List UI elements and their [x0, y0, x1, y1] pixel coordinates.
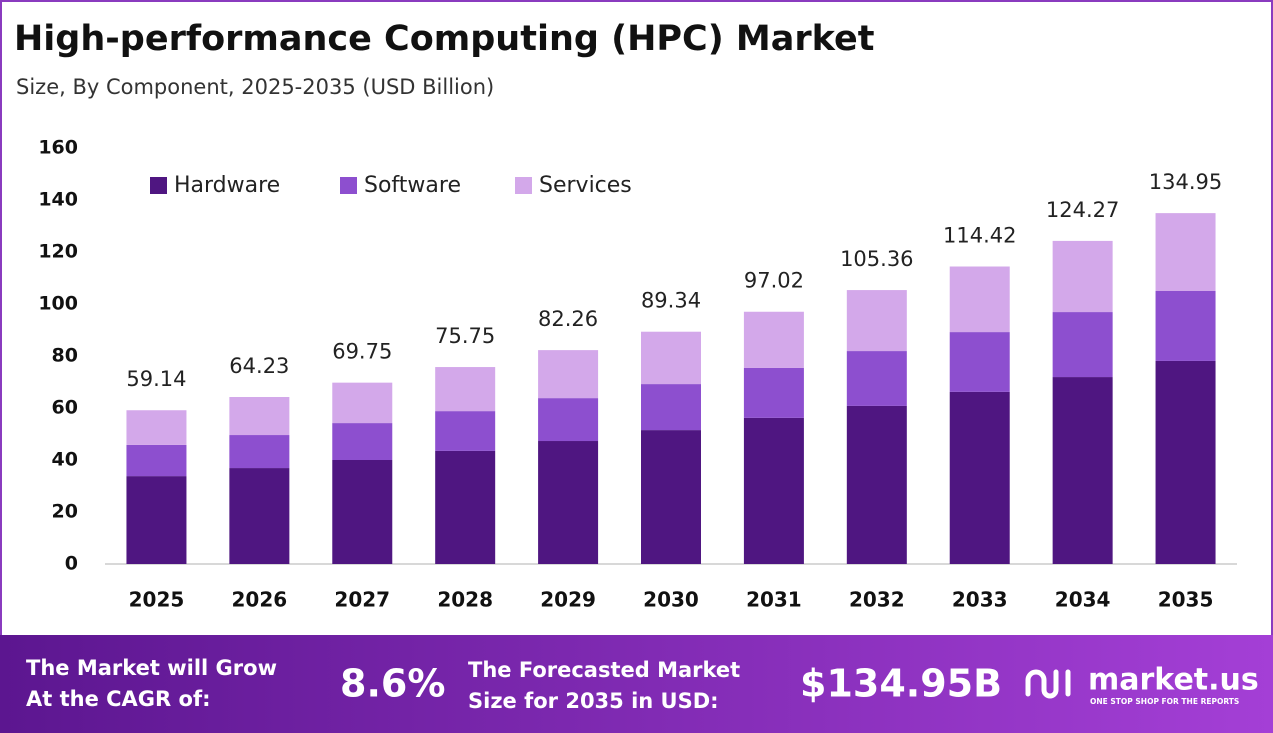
bar-segment [1155, 360, 1216, 564]
bar-segment [641, 331, 701, 385]
chart-subtitle: Size, By Component, 2025-2035 (USD Billi… [16, 75, 494, 99]
bar-segment [332, 423, 393, 460]
y-tick-label: 20 [52, 501, 78, 523]
bar-segment [1052, 240, 1113, 313]
total-label: 82.26 [538, 307, 598, 331]
bar-segment [1052, 312, 1113, 378]
x-tick-label: 2031 [746, 588, 802, 612]
bar-segment [1155, 213, 1216, 291]
bar-segment [743, 417, 804, 564]
bar-segment [949, 266, 1010, 333]
y-tick-label: 60 [52, 397, 78, 419]
bar-segment [229, 468, 290, 564]
x-tick-label: 2034 [1055, 588, 1111, 612]
x-tick-label: 2030 [643, 588, 699, 612]
x-tick-label: 2035 [1158, 588, 1214, 612]
total-label: 124.27 [1046, 198, 1119, 222]
total-label: 59.14 [126, 367, 186, 391]
bar-segment [846, 290, 907, 352]
forecast-label: The Forecasted Market [468, 658, 740, 682]
y-tick-label: 40 [52, 449, 78, 471]
y-tick-label: 120 [38, 241, 78, 263]
total-label: 75.75 [435, 324, 495, 348]
y-tick-label: 100 [38, 293, 78, 315]
bar-segment [949, 391, 1010, 564]
total-label: 97.02 [744, 269, 804, 293]
forecast-label: Size for 2035 in USD: [468, 689, 719, 713]
bar-segment [538, 350, 599, 399]
legend-label: Services [539, 173, 632, 198]
bar-segment [846, 351, 907, 406]
chart-title: High-performance Computing (HPC) Market [14, 19, 874, 59]
legend-label: Software [364, 173, 461, 198]
y-tick-label: 0 [65, 553, 78, 575]
bar-segment [1155, 291, 1216, 361]
bar-segment [332, 382, 393, 424]
tagline: ONE STOP SHOP FOR THE REPORTS [1090, 697, 1239, 706]
bar-segment [743, 311, 804, 368]
bar-segment [126, 444, 187, 477]
cagr-label: At the CAGR of: [26, 687, 211, 711]
footer-band [0, 635, 1273, 733]
y-tick-label: 160 [38, 137, 78, 159]
bar-segment [743, 367, 804, 418]
legend-swatch [150, 177, 167, 194]
total-label: 105.36 [840, 247, 913, 271]
x-tick-label: 2027 [334, 588, 390, 612]
bar-segment [538, 398, 599, 442]
x-tick-label: 2028 [437, 588, 493, 612]
x-tick-label: 2029 [540, 588, 596, 612]
bar-segment [538, 441, 599, 564]
bar-segment [126, 410, 187, 445]
bar-segment [126, 476, 187, 564]
bar-segment [641, 384, 701, 431]
x-tick-label: 2033 [952, 588, 1008, 612]
bar-segment [229, 435, 290, 469]
x-tick-label: 2025 [129, 588, 185, 612]
total-label: 89.34 [641, 289, 701, 313]
bar-segment [949, 332, 1010, 392]
total-label: 114.42 [943, 224, 1016, 248]
bar-segment [435, 450, 496, 564]
bar-segment [1052, 377, 1113, 564]
cagr-label: The Market will Grow [26, 656, 277, 680]
total-label: 64.23 [229, 354, 289, 378]
legend-swatch [515, 177, 532, 194]
x-tick-label: 2026 [232, 588, 288, 612]
bar-segment [435, 411, 496, 451]
legend-swatch [340, 177, 357, 194]
x-tick-label: 2032 [849, 588, 905, 612]
brand: market.us [1088, 663, 1259, 698]
logo-icon [1025, 669, 1071, 699]
legend-label: Hardware [174, 173, 280, 198]
y-tick-label: 80 [52, 345, 78, 367]
bar-segment [435, 367, 496, 412]
bar-segment [641, 430, 701, 564]
total-label: 134.95 [1149, 170, 1222, 194]
total-label: 69.75 [332, 340, 392, 364]
y-tick-label: 140 [38, 189, 78, 211]
bar-segment [229, 397, 290, 436]
forecast-value: $134.95B [800, 662, 1002, 706]
cagr-value: 8.6% [340, 662, 445, 706]
bar-segment [332, 460, 393, 564]
bar-segment [846, 405, 907, 564]
